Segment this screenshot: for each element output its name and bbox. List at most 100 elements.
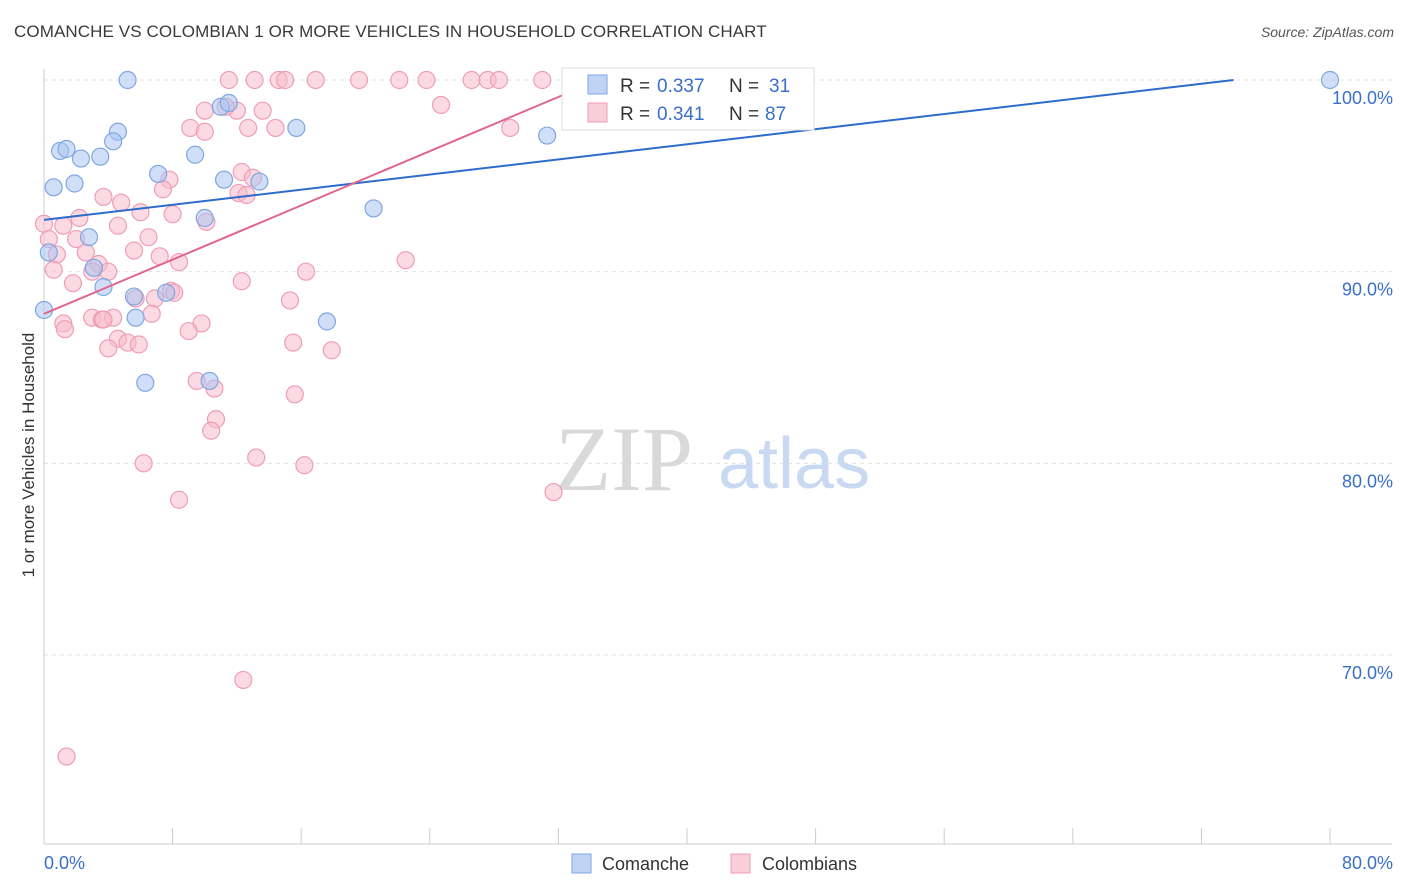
- tick-labels: 100.0% 90.0% 80.0% 70.0% 0.0% 80.0%: [44, 88, 1393, 873]
- axes: [43, 69, 1392, 845]
- colombian-point: [232, 272, 251, 291]
- colombian-point: [34, 214, 54, 233]
- colombian-point: [112, 193, 131, 212]
- colombian-point: [280, 291, 300, 310]
- legend-label-comanche: Comanche: [602, 854, 689, 874]
- trendlines: [43, 79, 1234, 315]
- comanche-point: [1320, 70, 1340, 90]
- comanche-point: [124, 287, 144, 306]
- y-axis-label: 1 or more Vehicles in Household: [19, 333, 38, 578]
- comanche-point: [71, 149, 91, 168]
- colombian-point: [489, 70, 509, 90]
- comanche-trendline: [43, 79, 1234, 221]
- colombian-point: [129, 335, 148, 354]
- series-legend: Comanche Colombians: [571, 853, 857, 874]
- stats-r-value-0: 0.337: [657, 76, 705, 97]
- colombian-point: [234, 670, 253, 690]
- colombian-point: [202, 421, 221, 440]
- comanche-point: [157, 283, 176, 302]
- colombian-point: [55, 320, 74, 339]
- comanche-point: [195, 208, 214, 228]
- x-tick-label: 0.0%: [44, 853, 85, 873]
- colombian-point: [134, 454, 153, 473]
- comanche-point: [44, 178, 63, 197]
- y-tick-label: 90.0%: [1342, 280, 1393, 300]
- comanche-point: [104, 132, 123, 151]
- watermark-atlas: atlas: [718, 424, 870, 504]
- colombian-point: [139, 228, 158, 247]
- colombian-point: [99, 339, 118, 358]
- colombian-point: [57, 747, 76, 766]
- stats-r-value-1: 0.341: [657, 104, 705, 125]
- colombian-point: [501, 118, 520, 138]
- stats-r-label-0: R =: [620, 76, 650, 97]
- comanche-point: [364, 199, 383, 218]
- colombian-point: [179, 321, 198, 341]
- colombian-point: [131, 203, 150, 222]
- comanche-point: [91, 147, 110, 166]
- comanche-point: [118, 70, 137, 90]
- x-tick-label: 80.0%: [1342, 853, 1393, 873]
- comanche-point: [126, 308, 145, 327]
- colombian-point: [322, 341, 341, 360]
- legend-swatch-comanche: [571, 853, 592, 874]
- comanche-point: [538, 126, 557, 145]
- comanche-point: [39, 243, 58, 262]
- colombian-point: [295, 456, 314, 475]
- source-label: Source: ZipAtlas.com: [1260, 24, 1394, 40]
- colombian-point: [431, 95, 451, 115]
- comanche-point: [287, 118, 306, 138]
- stats-swatch-colombian: [587, 102, 608, 123]
- colombian-point: [142, 304, 161, 323]
- stats-n-value-0: 31: [769, 76, 790, 97]
- legend-swatch-colombians: [730, 853, 751, 874]
- stats-legend: R = 0.337 N = 31 R = 0.341 N = 87: [561, 67, 815, 131]
- y-tick-label: 70.0%: [1342, 663, 1393, 683]
- colombian-point: [349, 70, 369, 90]
- comanche-point: [136, 373, 155, 392]
- comanche-points: [34, 70, 1340, 392]
- watermark: ZIP atlas: [555, 408, 870, 510]
- colombian-point: [417, 70, 436, 90]
- comanche-point: [317, 312, 337, 331]
- colombian-point: [266, 118, 285, 138]
- colombian-point: [124, 241, 144, 260]
- colombian-point: [284, 333, 303, 352]
- stats-n-value-1: 87: [765, 104, 786, 125]
- colombian-point: [462, 70, 481, 90]
- colombian-point: [533, 70, 552, 90]
- colombian-point: [245, 70, 264, 90]
- comanche-point: [214, 170, 234, 189]
- comanche-point: [219, 93, 238, 113]
- colombian-point: [396, 251, 415, 270]
- colombian-point: [390, 70, 409, 90]
- stats-n-label-0: N =: [729, 76, 759, 97]
- colombian-point: [63, 274, 83, 293]
- colombian-point: [94, 187, 113, 207]
- colombian-point: [169, 490, 189, 509]
- colombian-point: [44, 260, 63, 279]
- comanche-point: [186, 145, 205, 164]
- watermark-zip: ZIP: [555, 408, 693, 510]
- colombian-point: [247, 448, 266, 467]
- y-tick-label: 100.0%: [1332, 88, 1393, 108]
- colombian-point: [285, 385, 304, 404]
- colombian-point: [253, 101, 272, 120]
- chart-title: COMANCHE VS COLOMBIAN 1 OR MORE VEHICLES…: [14, 22, 767, 41]
- y-tick-label: 80.0%: [1342, 471, 1393, 491]
- colombian-point: [94, 310, 113, 329]
- colombian-trendline: [43, 79, 599, 315]
- colombian-point: [296, 262, 316, 281]
- legend-label-colombians: Colombians: [762, 854, 857, 874]
- colombian-point: [195, 122, 214, 141]
- comanche-point: [79, 228, 99, 247]
- colombian-point: [544, 482, 563, 502]
- comanche-point: [200, 371, 219, 391]
- comanche-point: [149, 164, 168, 184]
- comanche-point: [34, 300, 54, 320]
- stats-swatch-comanche: [587, 74, 608, 95]
- colombian-point: [195, 101, 214, 120]
- colombian-points: [34, 70, 605, 766]
- stats-n-label-1: N =: [729, 104, 759, 125]
- comanche-point: [84, 258, 103, 277]
